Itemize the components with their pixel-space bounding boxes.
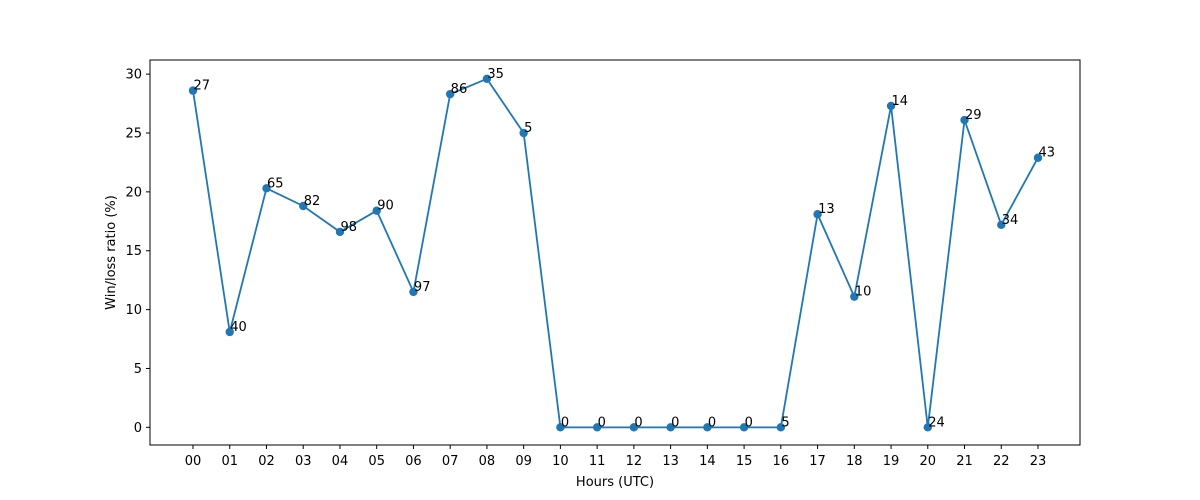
data-point [482,74,492,84]
x-axis: 00 01 02 03 04 05 06 07 08 09 10 11 12 13 14 15 16 17 18 19… [185,445,1047,469]
data-point [886,101,896,111]
point-label: 34 [1002,213,1019,228]
data-point [225,327,234,337]
data-point [850,292,859,301]
series-layer [188,74,1043,432]
y-tick-label: 0 [134,421,142,436]
point-label: 24 [928,415,945,430]
data-point [335,227,345,237]
data-point [776,423,786,432]
x-tick-label: 15 [736,454,753,469]
data-point [629,423,639,432]
data-point [592,423,602,432]
point-label: 35 [487,67,504,82]
point-label: 86 [451,82,468,97]
y-tick-label: 30 [125,68,142,83]
data-point [960,115,969,125]
point-label: 27 [194,79,211,94]
data-point [445,89,455,99]
x-tick-label: 04 [332,454,349,469]
x-tick-label: 18 [846,454,863,469]
point-label: 10 [855,285,872,300]
x-tick-label: 08 [479,454,496,469]
x-tick-label: 07 [442,454,459,469]
x-tick-label: 06 [405,454,422,469]
y-tick-label: 20 [125,185,142,200]
data-point [372,206,381,215]
point-label: 0 [561,415,569,430]
data-point [923,423,932,432]
y-tick-label: 15 [125,244,142,259]
data-point [813,210,822,219]
data-point [188,86,198,95]
x-tick-label: 20 [920,454,937,469]
x-tick-label: 12 [626,454,643,469]
x-tick-label: 00 [185,454,202,469]
y-tick-label: 5 [134,362,142,377]
point-label: 65 [267,176,284,191]
x-tick-label: 02 [258,454,275,469]
y-tick-label: 10 [125,303,142,318]
x-tick-label: 23 [1030,454,1047,469]
x-tick-label: 21 [956,454,973,469]
x-tick-label: 01 [221,454,238,469]
data-point [556,423,565,432]
point-label: 14 [892,94,909,109]
point-label: 5 [524,121,532,136]
point-label: 13 [818,202,835,217]
data-point [409,287,418,297]
data-point [739,423,749,432]
point-label: 40 [230,320,247,335]
point-label: 97 [414,280,431,295]
x-tick-label: 10 [552,454,569,469]
plot-area [149,59,1081,446]
data-point [1033,153,1043,162]
data-point [997,220,1006,230]
data-point [262,184,271,193]
x-tick-label: 11 [589,454,606,469]
point-label: 0 [708,415,716,430]
point-label: 90 [377,199,394,214]
data-point [703,423,712,432]
data-point [519,128,528,138]
point-label: 43 [1039,146,1056,161]
point-label: 5 [781,415,789,430]
y-axis-title: Win/loss ratio (%) [104,195,119,310]
data-point [666,423,675,432]
x-tick-label: 16 [773,454,790,469]
y-tick-label: 25 [125,126,142,141]
point-label: 82 [304,194,321,209]
series-line [192,77,1039,429]
y-axis: 0 5 10 15 20 25 30 [125,68,150,436]
x-tick-label: 19 [883,454,900,469]
point-label: 0 [634,415,642,430]
x-tick-label: 05 [368,454,385,469]
point-label: 0 [598,415,606,430]
x-axis-title: Hours (UTC) [576,475,654,490]
x-tick-label: 14 [699,454,716,469]
point-label: 0 [745,415,753,430]
point-labels: 27 40 65 82 98 90 97 86 35 5 0 0 0 0 0 0 5 13 10 14 24 29 34 43 [194,67,1056,431]
x-tick-label: 03 [295,454,312,469]
x-tick-label: 13 [662,454,679,469]
point-label: 0 [671,415,679,430]
point-label: 29 [965,108,982,123]
x-tick-label: 17 [809,454,826,469]
x-tick-label: 09 [515,454,532,469]
x-tick-label: 22 [993,454,1010,469]
point-label: 98 [340,220,357,235]
data-point [299,201,308,211]
